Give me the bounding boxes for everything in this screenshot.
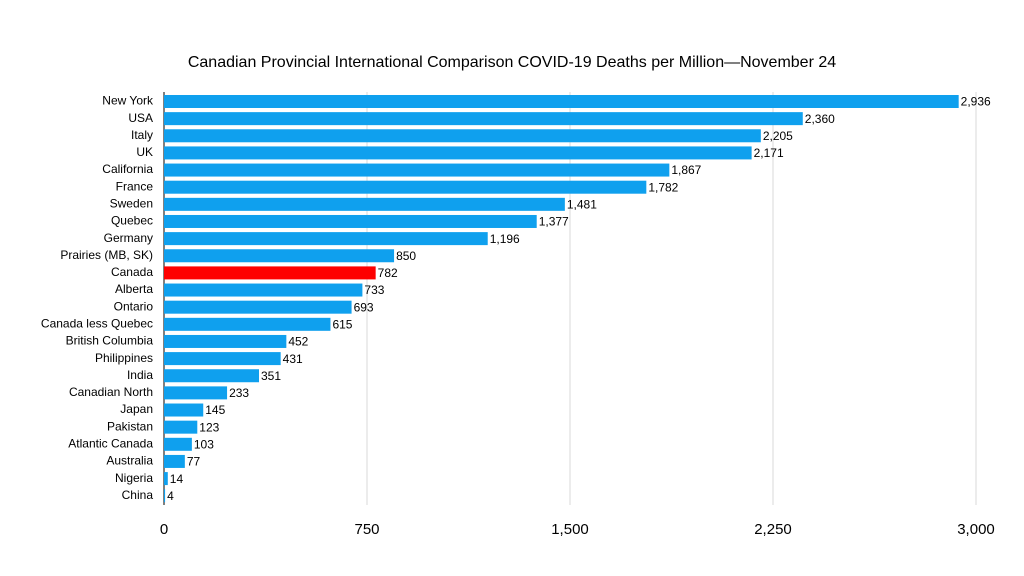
bar: [164, 300, 352, 314]
bar: [164, 472, 168, 486]
data-label: 782: [378, 266, 398, 280]
data-label: 351: [261, 369, 281, 383]
data-label: 233: [229, 386, 249, 400]
data-label: 1,196: [490, 232, 520, 246]
category-label: Alberta: [115, 282, 153, 296]
bar: [164, 266, 376, 280]
category-label: China: [122, 488, 154, 502]
category-labels: New York USA Italy UK California France Sweden…: [41, 94, 154, 502]
data-label: 1,481: [567, 198, 597, 212]
bar: [164, 317, 331, 331]
category-label: Atlantic Canada: [68, 436, 153, 450]
bar: [164, 283, 363, 297]
bar: [164, 437, 192, 451]
data-label: 4: [167, 489, 174, 503]
category-label: Nigeria: [115, 471, 153, 485]
bar: [164, 403, 204, 417]
x-tick-label: 1,500: [551, 521, 589, 538]
category-label: Philippines: [95, 351, 153, 365]
category-label: Canada less Quebec: [41, 316, 153, 330]
data-label: 1,377: [539, 215, 569, 229]
bar: [164, 112, 803, 126]
bar: [164, 95, 959, 108]
data-label: 14: [170, 472, 184, 486]
category-label: France: [116, 179, 154, 193]
data-label: 123: [199, 420, 219, 434]
chart-title: Canadian Provincial International Compar…: [187, 54, 837, 71]
bar: [164, 249, 395, 263]
data-label: 693: [354, 300, 374, 314]
category-label: British Columbia: [66, 334, 154, 348]
bar: [164, 420, 198, 434]
bar: [164, 454, 185, 468]
x-tick-label: 750: [354, 521, 379, 538]
category-label: Japan: [120, 402, 153, 416]
data-label: 615: [332, 317, 352, 331]
data-label: 850: [396, 249, 416, 263]
category-label: Germany: [104, 231, 153, 245]
bar: [164, 334, 287, 348]
bar: [164, 369, 260, 383]
category-label: California: [102, 162, 153, 176]
x-tick-label: 2,250: [754, 521, 792, 538]
bar: [164, 180, 647, 194]
category-label: Pakistan: [107, 419, 153, 433]
bar: [164, 163, 670, 177]
bar: [164, 197, 565, 211]
x-tick-labels: 0 750 1,500 2,250 3,000: [160, 521, 995, 538]
gridlines: [163, 92, 977, 505]
data-label: 1,867: [671, 163, 701, 177]
value-labels: 2,936 2,360 2,205 2,171 1,867 1,782 1,481 1,377…: [167, 95, 991, 503]
data-label: 2,936: [961, 95, 991, 109]
category-label: Canada: [111, 265, 153, 279]
category-label: Quebec: [111, 214, 153, 228]
data-label: 1,782: [648, 180, 678, 194]
data-label: 431: [283, 352, 303, 366]
data-label: 103: [194, 437, 214, 451]
category-label: India: [127, 368, 153, 382]
category-label: Sweden: [110, 197, 153, 211]
bar: [164, 489, 166, 503]
category-label: Prairies (MB, SK): [60, 248, 153, 262]
data-label: 733: [364, 283, 384, 297]
bar: [164, 232, 488, 246]
data-label: 145: [205, 403, 225, 417]
category-label: Italy: [131, 128, 153, 142]
x-tick-label: 0: [160, 521, 168, 538]
category-label: Australia: [106, 454, 153, 468]
category-label: UK: [136, 145, 153, 159]
category-label: New York: [102, 94, 154, 108]
bar: [164, 352, 281, 366]
bars: [164, 95, 959, 503]
data-label: 452: [288, 335, 308, 349]
category-label: Canadian North: [69, 385, 153, 399]
x-tick-label: 3,000: [957, 521, 995, 538]
category-label: USA: [128, 111, 153, 125]
category-label: Ontario: [114, 299, 154, 313]
bar: [164, 214, 537, 228]
data-label: 2,360: [805, 112, 835, 126]
bar: [164, 129, 761, 143]
data-label: 2,205: [763, 129, 793, 143]
bar: [164, 386, 228, 400]
data-label: 2,171: [754, 146, 784, 160]
data-label: 77: [187, 455, 201, 469]
bar: [164, 146, 752, 160]
